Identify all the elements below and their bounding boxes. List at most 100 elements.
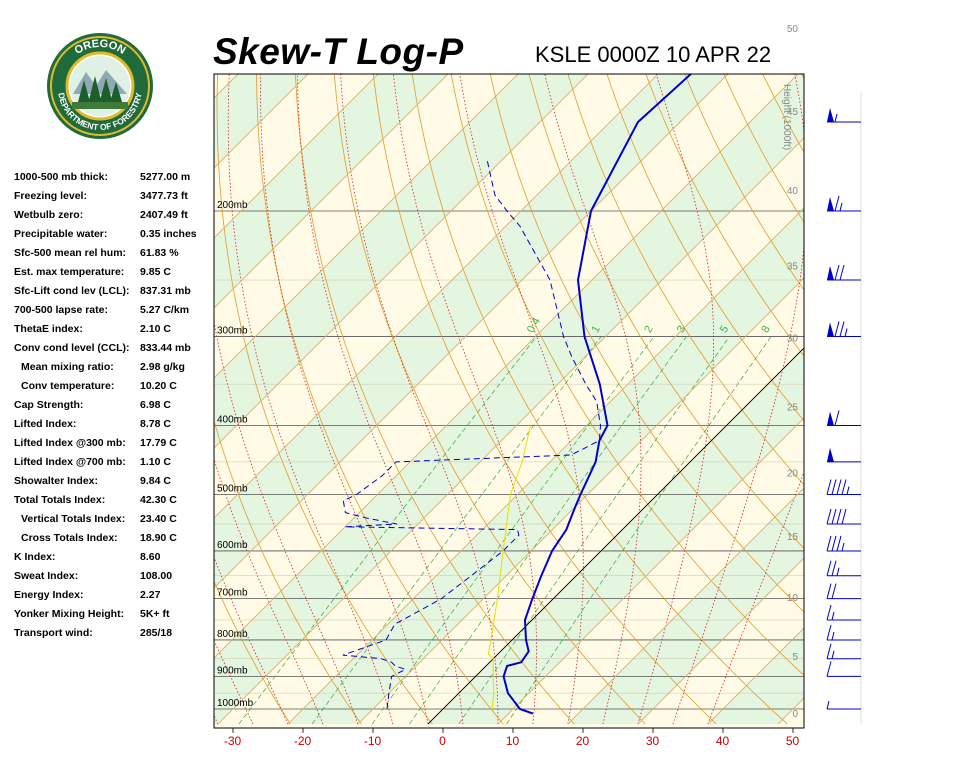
index-label: Cross Totals Index: <box>21 532 118 544</box>
wind-barb <box>827 410 861 426</box>
index-value: 285/18 <box>140 627 173 639</box>
index-row: Precipitable water: 0.35 inches <box>14 225 214 244</box>
dry-adiabat <box>489 74 804 613</box>
index-value: 6.98 C <box>140 399 171 411</box>
index-row: Sweat Index: 108.00 <box>14 567 214 586</box>
index-row: Energy Index: 2.27 <box>14 586 214 605</box>
index-label: Yonker Mixing Height: <box>14 608 125 620</box>
index-label: Wetbulb zero: <box>14 209 84 221</box>
index-row: Mean mixing ratio: 2.98 g/kg <box>14 358 214 377</box>
mixing-ratio-line <box>506 336 772 725</box>
chart-title: Skew-T Log-P <box>213 31 464 72</box>
index-label: Lifted Index: <box>14 418 77 430</box>
zero-isotherm-line <box>427 347 804 725</box>
isotherm-line <box>214 74 449 309</box>
mixing-ratio-line <box>238 336 537 725</box>
index-label: ThetaE index: <box>14 323 83 335</box>
index-row: Lifted Index @700 mb: 1.10 C <box>14 453 214 472</box>
isotherm-line <box>214 74 589 449</box>
index-row: Yonker Mixing Height: 5K+ ft <box>14 605 214 624</box>
x-tick-label: 10 <box>506 734 520 748</box>
mixing-ratio-line <box>311 336 602 725</box>
isotherm-line <box>214 74 379 239</box>
index-value: 9.84 C <box>140 475 171 487</box>
index-value: 9.85 C <box>140 266 171 278</box>
isotherm-line <box>287 207 804 725</box>
isotherm-line <box>848 0 960 724</box>
dry-adiabat <box>839 0 960 724</box>
index-row: Cap Strength: 6.98 C <box>14 396 214 415</box>
index-label: Sweat Index: <box>14 570 79 582</box>
moist-adiabat <box>340 74 499 725</box>
pressure-label: 300mb <box>217 325 248 336</box>
x-tick-label: -20 <box>294 734 312 748</box>
moist-adiabat <box>393 74 537 725</box>
index-row: Sfc-Lift cond lev (LCL): 837.31 mb <box>14 282 214 301</box>
mixing-ratio-line <box>371 336 655 725</box>
index-label: Showalter Index: <box>14 475 99 487</box>
index-label: Cap Strength: <box>14 399 84 411</box>
dry-adiabat <box>606 74 804 422</box>
index-label: Lifted Index @700 mb: <box>14 456 126 468</box>
isotherm-line <box>777 697 804 725</box>
x-tick-label: 50 <box>786 734 800 748</box>
index-value: 108.00 <box>140 570 173 582</box>
index-row: ThetaE index: 2.10 C <box>14 320 214 339</box>
wind-barb <box>826 560 861 577</box>
index-row: Sfc-500 mean rel hum: 61.83 % <box>14 244 214 263</box>
index-label: Mean mixing ratio: <box>21 361 114 373</box>
oregon-forestry-logo: OREGON DEPARTMENT OF FORESTRY <box>47 33 153 139</box>
index-row: Est. max temperature: 9.85 C <box>14 263 214 282</box>
index-value: 42.30 C <box>140 494 177 506</box>
index-row: Transport wind: 285/18 <box>14 624 214 643</box>
index-row: Freezing level: 3477.73 ft <box>14 187 214 206</box>
svg-text:OREGON: OREGON <box>73 38 128 57</box>
dry-adiabat <box>372 74 717 725</box>
index-row: Conv cond level (CCL): 833.44 mb <box>14 339 214 358</box>
isotherm-band <box>848 0 960 724</box>
index-value: 2.27 <box>140 589 161 601</box>
mixing-ratio-label: 1 <box>589 324 602 335</box>
index-row: Cross Totals Index: 18.90 C <box>14 529 214 548</box>
index-row: Conv temperature: 10.20 C <box>14 377 214 396</box>
index-row: Vertical Totals Index: 23.40 C <box>14 510 214 529</box>
stability-indices-panel: 1000-500 mb thick: 5277.00 m Freezing leve… <box>14 168 214 643</box>
x-tick-label: -10 <box>364 734 382 748</box>
wind-barb <box>827 447 861 463</box>
index-value: 833.44 mb <box>140 342 191 354</box>
temperature-line <box>502 74 693 715</box>
wind-barb <box>826 700 861 710</box>
pressure-label: 1000mb <box>217 698 254 709</box>
index-label: Sfc-Lift cond lev (LCL): <box>14 285 130 297</box>
dry-adiabat <box>567 74 804 486</box>
index-value: 10.20 C <box>140 380 177 392</box>
height-tick-label: 50 <box>787 24 799 35</box>
wind-barb <box>826 661 861 677</box>
index-label: Precipitable water: <box>14 228 108 240</box>
index-label: K Index: <box>14 551 56 563</box>
wind-barb <box>826 479 861 496</box>
height-tick-label: 40 <box>787 186 799 197</box>
isotherm-line <box>214 74 729 589</box>
dry-adiabat <box>450 74 804 676</box>
index-value: 3477.73 ft <box>140 190 188 202</box>
mixing-ratio-line <box>458 336 730 725</box>
mixing-ratio-label: 2 <box>642 324 655 335</box>
index-value: 23.40 C <box>140 513 177 525</box>
index-label: Conv cond level (CCL): <box>14 342 130 354</box>
pressure-label: 800mb <box>217 629 248 640</box>
wind-barb <box>827 195 861 212</box>
index-value: 0.35 inches <box>140 228 197 240</box>
moist-adiabat <box>214 457 324 725</box>
x-tick-label: -30 <box>224 734 242 748</box>
isotherm-line <box>214 74 309 169</box>
dry-adiabat <box>216 74 433 725</box>
isotherm-line <box>637 557 804 725</box>
isotherm-line <box>214 74 799 659</box>
index-value: 5K+ ft <box>140 608 170 620</box>
dry-adiabat <box>645 74 804 357</box>
height-axis-title: Height (1000ft) <box>781 84 792 150</box>
moist-adiabat <box>296 74 464 725</box>
wind-barb <box>826 508 861 525</box>
